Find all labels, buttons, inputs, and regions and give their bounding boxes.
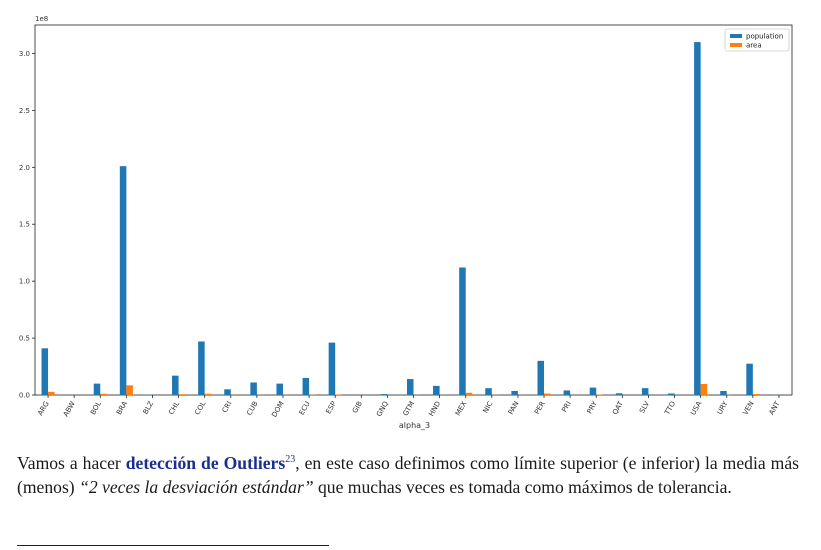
x-tick-label-tto: TTO	[663, 400, 678, 417]
bar-population-mex	[459, 267, 466, 395]
x-tick-label-cub: CUB	[245, 400, 259, 417]
bar-area-col	[204, 393, 212, 395]
x-tick-label-dom: DOM	[270, 400, 285, 419]
bar-population-per	[537, 360, 545, 395]
bar-area-arg	[48, 391, 55, 395]
bar-population-gnq	[380, 394, 388, 395]
x-tick-label-cri: CRI	[221, 400, 234, 414]
bar-population-bol	[93, 383, 101, 395]
y-tick-label: 0.5	[19, 335, 30, 343]
paragraph-middle: , en este caso definimos como límite sup…	[17, 453, 799, 497]
bar-population-cri	[224, 389, 231, 395]
y-tick-label: 1.0	[19, 278, 30, 286]
outlier-detection-term[interactable]: detección de Outliers	[125, 453, 286, 473]
y-offset-label: 1e8	[35, 15, 48, 23]
x-tick-label-arg: ARG	[36, 400, 50, 417]
bar-area-esp	[335, 394, 342, 395]
x-tick-label-mex: MEX	[454, 400, 469, 417]
body-paragraph: Vamos a hacer detección de Outliers23, e…	[17, 451, 799, 499]
x-tick-label-ury: URY	[716, 399, 730, 416]
x-tick-label-ecu: ECU	[298, 400, 312, 417]
bar-population-dom	[276, 383, 283, 395]
footnote-divider	[17, 545, 329, 546]
x-tick-label-chl: CHL	[167, 400, 181, 416]
bar-population-ury	[720, 391, 727, 395]
bar-population-nic	[485, 388, 492, 395]
x-tick-label-pan: PAN	[507, 400, 521, 416]
bar-area-chl	[178, 394, 186, 395]
y-tick-label: 2.0	[19, 164, 30, 172]
bar-area-per	[544, 393, 551, 395]
bar-population-gtm	[406, 379, 414, 395]
x-tick-label-bra: BRA	[115, 400, 129, 416]
x-tick-label-gtm: GTM	[402, 400, 417, 417]
bar-population-chl	[172, 375, 179, 395]
x-tick-label-bol: BOL	[89, 400, 103, 416]
y-tick-label: 0.0	[19, 392, 30, 400]
x-tick-label-usa: USA	[689, 400, 703, 417]
x-tick-label-pri: PRI	[560, 400, 573, 414]
x-tick-label-qat: QAT	[611, 399, 625, 416]
bar-population-bra	[119, 166, 127, 395]
legend-swatch-population	[730, 34, 742, 38]
x-tick-label-per: PER	[533, 400, 547, 416]
bar-area-usa	[700, 384, 708, 395]
bar-area-ven	[752, 393, 760, 395]
paragraph-tail: que muchas veces es tomada como máximos …	[313, 477, 732, 497]
bar-chart-figure: 0.0 0.5 1.0 1.5 2.0 2.5 3.0 1e8 ARG ABW BOL BRA BLZ C…	[19, 15, 793, 430]
x-tick-label-gnq: GNQ	[375, 400, 390, 418]
bar-population-arg	[41, 348, 49, 395]
bar-population-ven	[746, 363, 753, 395]
legend-label-area: area	[746, 42, 762, 50]
x-axis-label: alpha_3	[399, 421, 430, 430]
x-tick-label-col: COL	[193, 400, 207, 416]
bar-population-pry	[589, 387, 597, 395]
bar-population-pan	[511, 391, 518, 395]
paragraph-quote: “2 veces la desviación estándar”	[79, 477, 314, 497]
x-tick-label-gib: GIB	[351, 400, 364, 415]
paragraph-lead: Vamos a hacer	[17, 453, 126, 473]
x-tick-label-slv: SLV	[638, 400, 651, 415]
bar-area-mex	[465, 392, 473, 395]
bar-population-esp	[328, 342, 336, 395]
bar-population-ecu	[302, 377, 310, 395]
bar-population-qat	[615, 393, 623, 395]
plot-frame	[34, 24, 793, 396]
x-tick-label-blz: BLZ	[142, 400, 156, 416]
x-tick-label-pry: PRY	[586, 399, 600, 415]
y-tick-label: 1.5	[19, 221, 30, 229]
bar-chart: 0.0 0.5 1.0 1.5 2.0 2.5 3.0 1e8 ARG ABW BOL BRA BLZ C…	[19, 15, 793, 430]
bar-population-tto	[668, 393, 675, 395]
legend-label-population: population	[746, 33, 783, 41]
footnote-marker[interactable]: 23	[285, 454, 296, 466]
y-tick-label: 3.0	[19, 50, 30, 58]
x-tick-label-ven: VEN	[741, 400, 755, 417]
bar-population-slv	[641, 388, 649, 395]
bar-area-bol	[100, 393, 107, 395]
x-tick-label-esp: ESP	[324, 400, 337, 415]
x-tick-label-hnd: HND	[427, 400, 442, 418]
y-tick-label: 2.5	[19, 107, 30, 115]
bar-population-pri	[563, 390, 571, 395]
bar-population-usa	[694, 42, 701, 395]
bar-area-bra	[126, 385, 133, 395]
bar-population-cub	[250, 382, 257, 395]
bar-population-col	[198, 341, 205, 395]
bar-population-hnd	[433, 385, 440, 395]
x-tick-label-nic: NIC	[482, 400, 495, 415]
x-tick-label-ant: ANT	[768, 399, 782, 416]
x-tick-label-abw: ABW	[62, 400, 77, 418]
legend-swatch-area	[730, 43, 742, 47]
